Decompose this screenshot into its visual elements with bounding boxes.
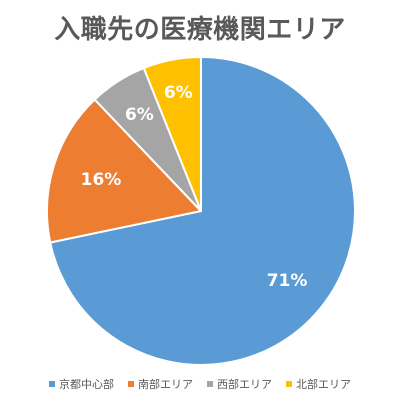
legend-label: 西部エリア bbox=[217, 378, 272, 391]
legend-label: 北部エリア bbox=[296, 378, 351, 391]
legend-item-south-area: 南部エリア bbox=[128, 376, 193, 392]
pie-label-north-area: 6% bbox=[164, 83, 193, 103]
pie-slice-south-area bbox=[46, 98, 202, 244]
pie-slice-kyoto-center bbox=[49, 56, 356, 366]
pie-label-kyoto-center: 71% bbox=[267, 271, 308, 291]
chart-title: 入職先の医療機関エリア bbox=[54, 15, 346, 45]
legend-label: 南部エリア bbox=[138, 378, 193, 391]
legend-swatch bbox=[286, 381, 292, 387]
legend-label: 京都中心部 bbox=[59, 378, 114, 391]
pie-label-west-area: 6% bbox=[125, 105, 154, 125]
legend-swatch bbox=[128, 381, 134, 387]
legend-swatch bbox=[207, 381, 213, 387]
legend-swatch bbox=[49, 381, 55, 387]
legend-item-west-area: 西部エリア bbox=[207, 376, 272, 392]
pie-slice-north-area bbox=[142, 56, 202, 212]
legend: 京都中心部 南部エリア 西部エリア 北部エリア bbox=[0, 376, 400, 392]
legend-item-north-area: 北部エリア bbox=[286, 376, 351, 392]
pie-label-south-area: 16% bbox=[81, 170, 122, 190]
legend-item-kyoto-center: 京都中心部 bbox=[49, 376, 114, 392]
